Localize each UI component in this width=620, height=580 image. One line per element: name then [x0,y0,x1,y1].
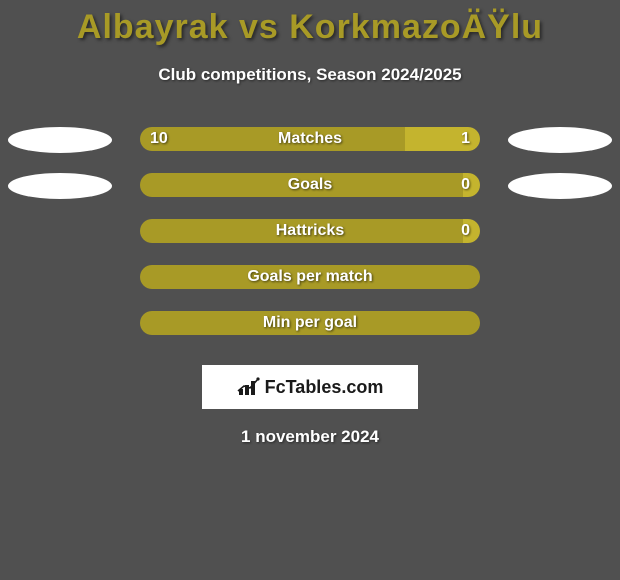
bar-segment-left [140,265,480,289]
brand-logo: FcTables.com [202,365,418,409]
page-title: Albayrak vs KorkmazoÄŸlu [0,0,620,47]
stat-row: Goals0 [0,173,620,219]
stat-row: Matches101 [0,127,620,173]
bar-segment-left [140,311,480,335]
stat-row: Min per goal [0,311,620,357]
comparison-rows: Matches101Goals0Hattricks0Goals per matc… [0,127,620,357]
bar-segment-left [140,219,463,243]
bar-segment-right [463,219,480,243]
bar-segment-left [140,127,405,151]
team-marker-right [508,127,612,153]
brand-text: FcTables.com [265,377,384,398]
bar-track [140,311,480,335]
bar-track [140,219,480,243]
snapshot-date: 1 november 2024 [0,427,620,447]
bar-segment-right [405,127,480,151]
team-marker-right [508,173,612,199]
bar-track [140,127,480,151]
bar-track [140,265,480,289]
stat-row: Hattricks0 [0,219,620,265]
team-marker-left [8,173,112,199]
stat-row: Goals per match [0,265,620,311]
team-marker-left [8,127,112,153]
page-subtitle: Club competitions, Season 2024/2025 [0,65,620,85]
bar-track [140,173,480,197]
bar-segment-right [463,173,480,197]
bar-segment-left [140,173,463,197]
bar-chart-icon [237,377,261,397]
